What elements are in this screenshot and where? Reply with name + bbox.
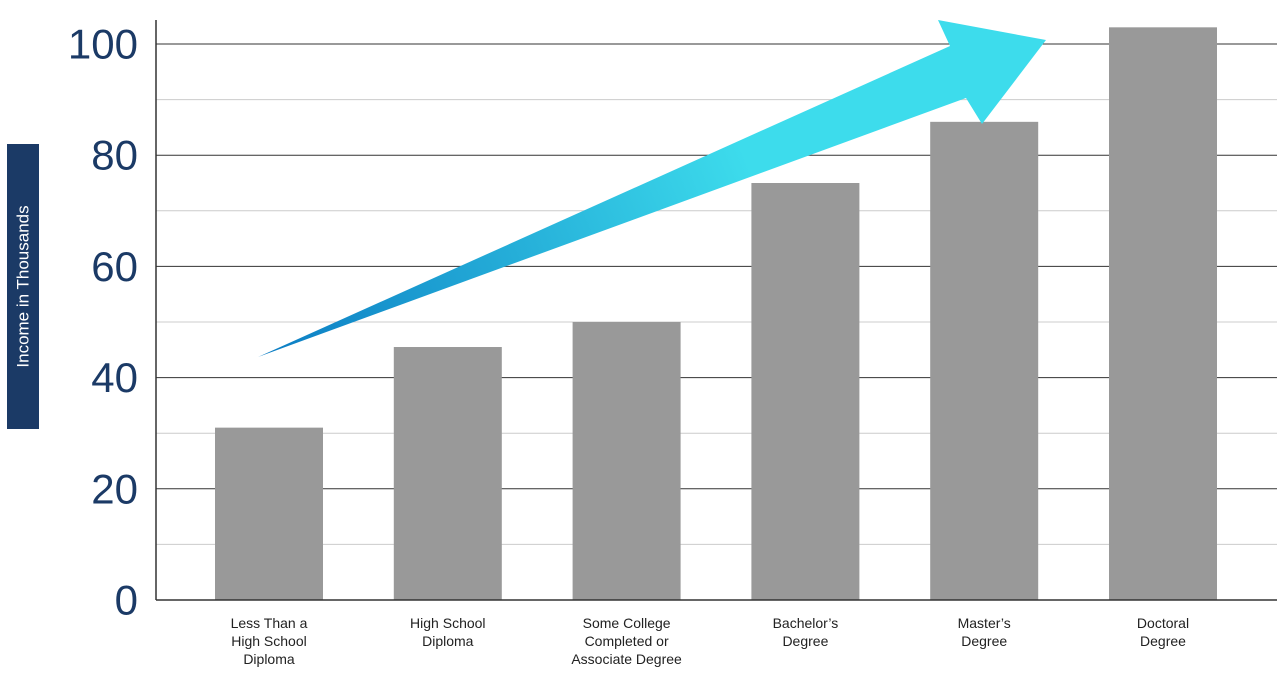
bar <box>393 347 502 600</box>
y-tick-label: 20 <box>91 465 138 512</box>
x-tick-label: High School Diploma <box>410 615 486 649</box>
x-tick-label: Some College Completed or Associate Degree <box>571 615 682 667</box>
y-tick-label: 40 <box>91 354 138 401</box>
y-tick-labels: 0 20 40 60 80 100 <box>68 21 138 624</box>
trend-arrow <box>258 20 1046 357</box>
x-tick-label: Less Than a High School Diploma <box>231 615 308 667</box>
y-axis-label: Income in Thousands <box>14 205 33 367</box>
bar <box>215 427 323 600</box>
y-tick-label: 60 <box>91 243 138 290</box>
bar <box>1109 27 1217 600</box>
major-gridlines <box>156 43 1277 490</box>
y-tick-label: 100 <box>68 21 138 68</box>
bar <box>930 121 1039 600</box>
y-tick-label: 0 <box>115 577 138 624</box>
x-tick-label: Master’s Degree <box>958 615 1011 649</box>
bar <box>751 183 860 600</box>
x-tick-label: Doctoral Degree <box>1137 615 1189 649</box>
y-tick-label: 80 <box>91 132 138 179</box>
x-tick-labels: Less Than a High School Diploma High School… <box>231 615 1189 667</box>
x-tick-label: Bachelor’s Degree <box>773 615 839 649</box>
bar <box>572 322 681 600</box>
bars <box>215 27 1217 600</box>
ylabel-box <box>7 144 39 429</box>
